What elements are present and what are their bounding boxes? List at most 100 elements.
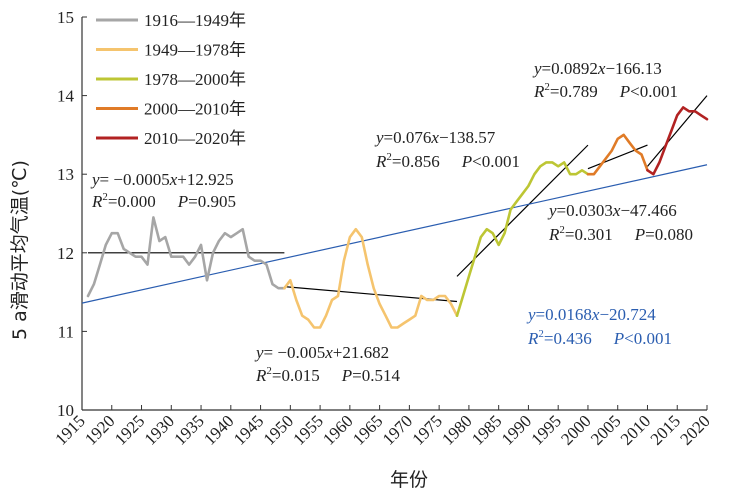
- series-line-1: [86, 216, 286, 298]
- p-value: <0.001: [624, 329, 672, 348]
- annotation-stats: R2=0.301 P=0.080: [548, 224, 693, 244]
- annotation-stats: R2=0.436 P<0.001: [527, 328, 672, 348]
- r2-superscript: 2: [266, 365, 272, 377]
- annotation-equation: y=0.0892x−166.13: [532, 59, 662, 78]
- annotation-equation: y=0.0168x−20.724: [526, 305, 656, 324]
- annotation-equation-part: y: [547, 201, 557, 220]
- r2-label: R: [533, 82, 545, 101]
- r2-label: R: [527, 329, 539, 348]
- annotation-equation-part: =0.0303: [557, 201, 613, 220]
- annotation-equation: y= −0.0005x+12.925: [90, 170, 234, 189]
- legend-label: 1949—1978年: [144, 41, 246, 60]
- annotation-equation: y=0.076x−138.57: [374, 128, 496, 147]
- p-value: <0.001: [630, 82, 678, 101]
- p-label: P: [613, 329, 624, 348]
- x-tick-label: 2000: [557, 411, 594, 448]
- y-tick-label: 10: [57, 401, 74, 420]
- annotation-equation-part: = −0.0005: [100, 170, 170, 189]
- series-line-2: [283, 227, 459, 329]
- x-tick-label: 1930: [141, 411, 178, 448]
- series-line-3: [455, 161, 590, 318]
- p-label: P: [461, 152, 472, 171]
- annotation-equation: y=0.0303x−47.466: [547, 201, 677, 220]
- annotation-equation-part: x: [430, 128, 439, 147]
- r2-value: =0.436: [544, 329, 592, 348]
- annotation-equation-part: +12.925: [177, 170, 233, 189]
- r2-superscript: 2: [559, 224, 565, 236]
- x-tick-label: 1955: [289, 411, 326, 448]
- x-tick-label: 1970: [379, 411, 416, 448]
- x-tick-label: 1965: [349, 411, 386, 448]
- annotation-equation-part: −47.466: [620, 201, 676, 220]
- legend: 1916—1949年 1949—1978年 1978—2000年 2000—2010年…: [96, 11, 246, 148]
- r2-superscript: 2: [544, 81, 550, 93]
- y-tick-label: 11: [58, 322, 74, 341]
- annotation-stats: R2=0.789 P<0.001: [533, 81, 678, 101]
- y-tick-label: 13: [57, 165, 74, 184]
- x-tick-label: 1980: [438, 411, 475, 448]
- p-label: P: [341, 366, 352, 385]
- x-tick-label: 2010: [617, 411, 654, 448]
- x-tick-label: 2015: [647, 411, 684, 448]
- r2-superscript: 2: [102, 191, 108, 203]
- x-tick-label: 1995: [528, 411, 565, 448]
- annotation-equation-part: x: [591, 305, 600, 324]
- legend-label: 1978—2000年: [144, 70, 246, 89]
- r2-label: R: [255, 366, 267, 385]
- x-tick-label: 2020: [676, 411, 713, 448]
- annotation-equation-part: x: [597, 59, 606, 78]
- trendline-5: [647, 95, 708, 167]
- annotation-equation-part: = −0.005: [264, 343, 326, 362]
- y-axis-title: 5 a滑动平均气温(℃): [9, 160, 31, 340]
- r2-value: =0.301: [565, 225, 613, 244]
- annotation-equation-part: y: [374, 128, 384, 147]
- trendlines: [81, 95, 708, 304]
- annotation-equation-part: −138.57: [439, 128, 496, 147]
- r2-label: R: [375, 152, 387, 171]
- legend-label: 1916—1949年: [144, 11, 246, 30]
- x-tick-label: 1935: [170, 411, 207, 448]
- trendline-6: [81, 164, 708, 304]
- annotation-equation-part: x: [169, 170, 178, 189]
- r2-value: =0.856: [392, 152, 440, 171]
- annotation-equation-part: y: [526, 305, 536, 324]
- legend-label: 2010—2020年: [144, 129, 246, 148]
- annotation-equation-part: y: [90, 170, 100, 189]
- annotation-equation-part: =0.0168: [536, 305, 592, 324]
- x-tick-label: 1990: [498, 411, 535, 448]
- annotation-equation-part: =0.0892: [542, 59, 598, 78]
- r2-superscript: 2: [386, 151, 392, 163]
- p-label: P: [177, 192, 188, 211]
- p-value: =0.514: [352, 366, 400, 385]
- annotation-stats: R2=0.015 P=0.514: [255, 365, 400, 385]
- x-tick-label: 1960: [319, 411, 356, 448]
- annotation-equation-part: x: [324, 343, 333, 362]
- p-label: P: [634, 225, 645, 244]
- y-tick-label: 12: [57, 244, 74, 263]
- r2-superscript: 2: [538, 328, 544, 340]
- trendline-4: [587, 144, 648, 170]
- x-tick-label: 1920: [81, 411, 118, 448]
- x-tick-label: 1975: [408, 411, 445, 448]
- series-line-4: [586, 133, 649, 176]
- y-tick-label: 15: [57, 8, 74, 27]
- r2-label: R: [548, 225, 560, 244]
- annotation-stats: R2=0.856 P<0.001: [375, 151, 520, 171]
- annotation-equation-part: +21.682: [333, 343, 389, 362]
- x-tick-label: 1940: [200, 411, 237, 448]
- legend-label: 2000—2010年: [144, 100, 246, 119]
- annotation-equation-part: x: [612, 201, 621, 220]
- p-value: =0.905: [188, 192, 236, 211]
- x-tick-label: 1950: [260, 411, 297, 448]
- p-value: =0.080: [645, 225, 693, 244]
- annotation-equation-part: −166.13: [605, 59, 661, 78]
- series-lines: [86, 106, 709, 329]
- r2-value: =0.000: [108, 192, 156, 211]
- x-tick-label: 2005: [587, 411, 624, 448]
- annotation-equation-part: y: [532, 59, 542, 78]
- annotation-equation-part: y: [254, 343, 264, 362]
- annotation-equation-part: =0.076: [384, 128, 432, 147]
- annotation-equation: y= −0.005x+21.682: [254, 343, 389, 362]
